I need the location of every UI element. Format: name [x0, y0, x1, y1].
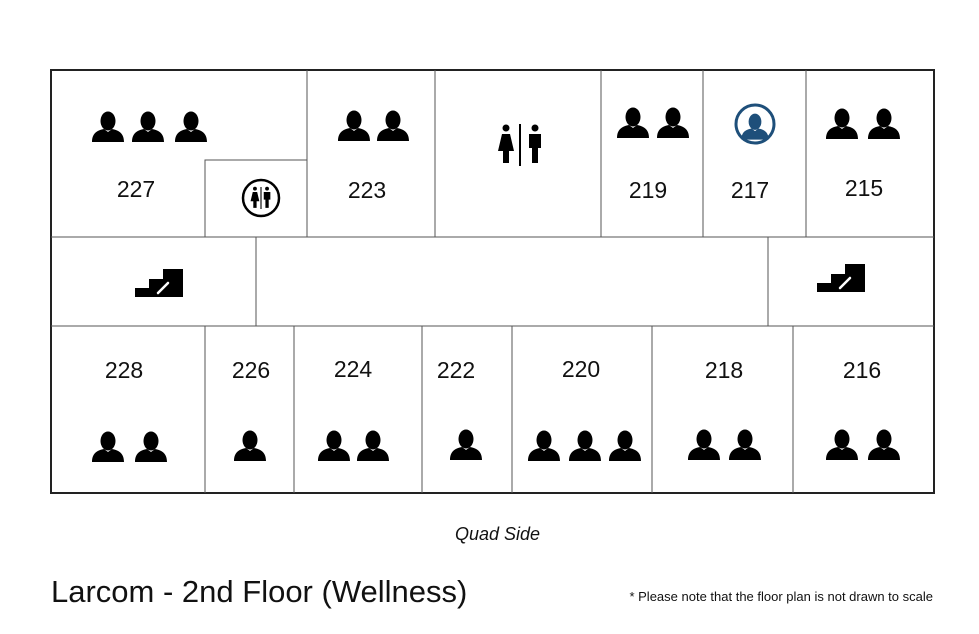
- person-icon: [234, 430, 266, 461]
- person-icon: [357, 430, 389, 461]
- person-icon: [450, 429, 482, 460]
- room-number: 223: [348, 177, 386, 203]
- room-number: 220: [562, 356, 600, 382]
- person-icon: [609, 430, 641, 461]
- person-icon: [175, 111, 207, 142]
- restroom-small-icon: [241, 178, 281, 218]
- person-icon: [92, 431, 124, 462]
- person-icon: [657, 107, 689, 138]
- room-number: 219: [629, 177, 667, 203]
- person-icon: [318, 430, 350, 461]
- side-label: Quad Side: [454, 524, 541, 544]
- person-icon: [868, 108, 900, 139]
- person-icon: [569, 430, 601, 461]
- person-icon: [135, 431, 167, 462]
- person-icon: [688, 429, 720, 460]
- room-number: 217: [731, 177, 769, 203]
- restroom-icon: [498, 124, 541, 166]
- person-icon: [92, 111, 124, 142]
- stairs-icon: [815, 262, 867, 294]
- highlighted-person-icon: [734, 103, 776, 145]
- person-icon: [868, 429, 900, 460]
- room-number: 216: [843, 357, 881, 383]
- person-icon: [377, 110, 409, 141]
- stairs-icon: [133, 267, 185, 299]
- person-icon: [729, 429, 761, 460]
- room-number: 222: [437, 357, 475, 383]
- person-icon: [528, 430, 560, 461]
- person-icon: [826, 429, 858, 460]
- person-icon: [132, 111, 164, 142]
- building-outline: [50, 69, 935, 494]
- room-number: 215: [845, 175, 883, 201]
- room-number: 227: [117, 176, 155, 202]
- scale-note: * Please note that the floor plan is not…: [629, 589, 933, 604]
- person-icon: [826, 108, 858, 139]
- page-title: Larcom - 2nd Floor (Wellness): [51, 574, 468, 609]
- person-icon: [617, 107, 649, 138]
- room-number: 224: [334, 356, 373, 382]
- room-number: 228: [105, 357, 143, 383]
- room-number: 226: [232, 357, 270, 383]
- person-icon: [338, 110, 370, 141]
- room-number: 218: [705, 357, 743, 383]
